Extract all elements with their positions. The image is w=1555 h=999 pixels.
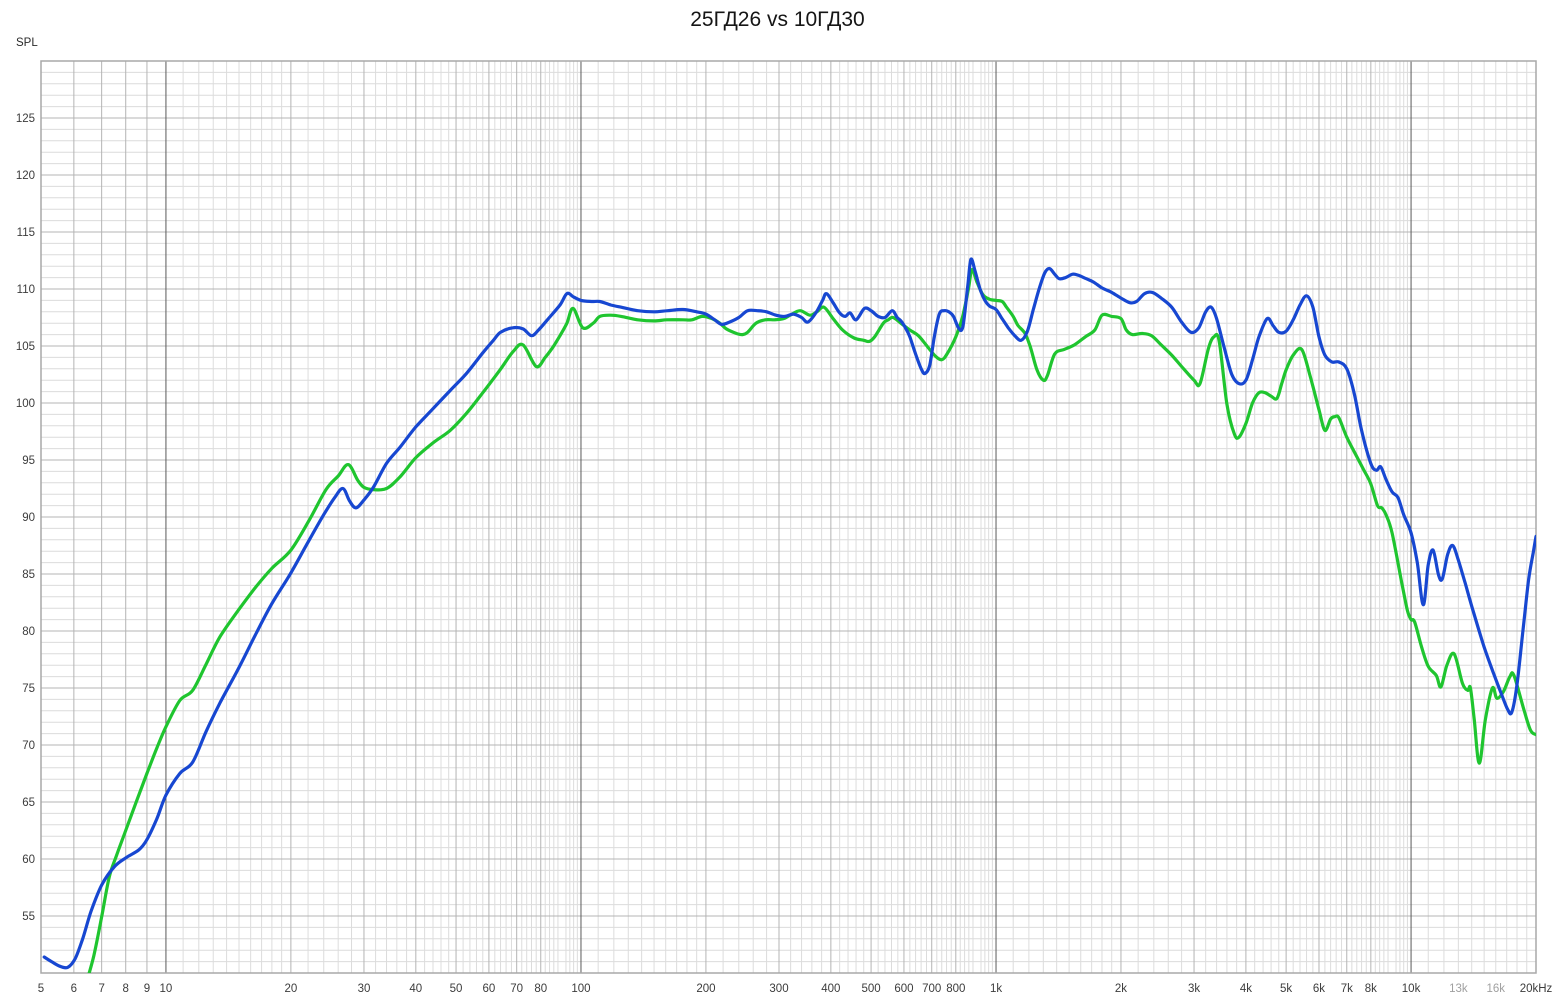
y-tick-label: 95 xyxy=(22,455,35,467)
x-tick-label: 600 xyxy=(894,983,913,995)
x-tick-label: 100 xyxy=(571,983,590,995)
x-tick-label: 3k xyxy=(1188,983,1200,995)
x-tick-label: 8k xyxy=(1365,983,1377,995)
y-tick-label: 80 xyxy=(22,626,35,638)
y-tick-label: 100 xyxy=(16,398,35,410)
y-tick-label: 115 xyxy=(17,227,35,239)
x-tick-labels: 5 6 7 8 9 10 20 30 40 50 60 70 80 100 200 300 400 500 600 7… xyxy=(38,983,1553,995)
x-tick-label: 70 xyxy=(510,983,523,995)
x-tick-label: 10 xyxy=(160,983,173,995)
curves xyxy=(42,257,1536,973)
x-tick-label: 200 xyxy=(696,983,715,995)
grid-decade xyxy=(165,61,1412,973)
y-tick-label: 85 xyxy=(22,569,35,581)
y-tick-label: 105 xyxy=(16,341,35,353)
x-tick-label: 800 xyxy=(946,983,965,995)
x-tick-label: 1k xyxy=(990,983,1002,995)
y-axis-title: SPL xyxy=(16,37,38,49)
x-tick-label: 30 xyxy=(358,983,371,995)
x-tick-label: 13k xyxy=(1449,983,1468,995)
x-tick-label: 9 xyxy=(144,983,150,995)
x-tick-label: 5k xyxy=(1280,983,1292,995)
y-tick-label: 70 xyxy=(22,740,35,752)
x-tick-label: 6k xyxy=(1313,983,1325,995)
y-tick-labels: 55 60 65 70 75 80 85 90 95 100 105 110 115 120 125 xyxy=(16,113,35,923)
x-tick-label: 20kHz xyxy=(1520,983,1553,995)
y-tick-label: 65 xyxy=(22,797,35,809)
x-tick-label: 10k xyxy=(1402,983,1421,995)
x-tick-label: 4k xyxy=(1240,983,1252,995)
x-tick-label: 20 xyxy=(284,983,297,995)
x-tick-label: 40 xyxy=(409,983,422,995)
x-tick-label: 50 xyxy=(450,983,463,995)
x-tick-label: 400 xyxy=(821,983,840,995)
y-tick-label: 120 xyxy=(16,170,35,182)
y-tick-label: 60 xyxy=(22,854,35,866)
y-tick-label: 55 xyxy=(22,911,35,923)
x-tick-label: 7k xyxy=(1341,983,1353,995)
x-tick-label: 700 xyxy=(922,983,941,995)
series-blue-curve xyxy=(42,257,1536,970)
x-tick-label: 7 xyxy=(98,983,104,995)
x-tick-label: 500 xyxy=(861,983,880,995)
y-tick-label: 90 xyxy=(22,512,35,524)
x-tick-label: 60 xyxy=(483,983,496,995)
grid-major xyxy=(41,61,1536,973)
y-tick-label: 75 xyxy=(22,683,35,695)
y-tick-label: 125 xyxy=(16,113,35,125)
x-tick-label: 2k xyxy=(1115,983,1127,995)
y-tick-label: 110 xyxy=(17,284,35,296)
x-tick-label: 5 xyxy=(38,983,44,995)
plot-border xyxy=(40,60,1537,974)
chart-title: 25ГД26 vs 10ГД30 xyxy=(690,8,865,31)
x-tick-label: 300 xyxy=(769,983,788,995)
x-tick-label: 8 xyxy=(123,983,129,995)
x-tick-label: 16k xyxy=(1487,983,1506,995)
x-tick-label: 80 xyxy=(534,983,547,995)
x-tick-label: 6 xyxy=(71,983,77,995)
